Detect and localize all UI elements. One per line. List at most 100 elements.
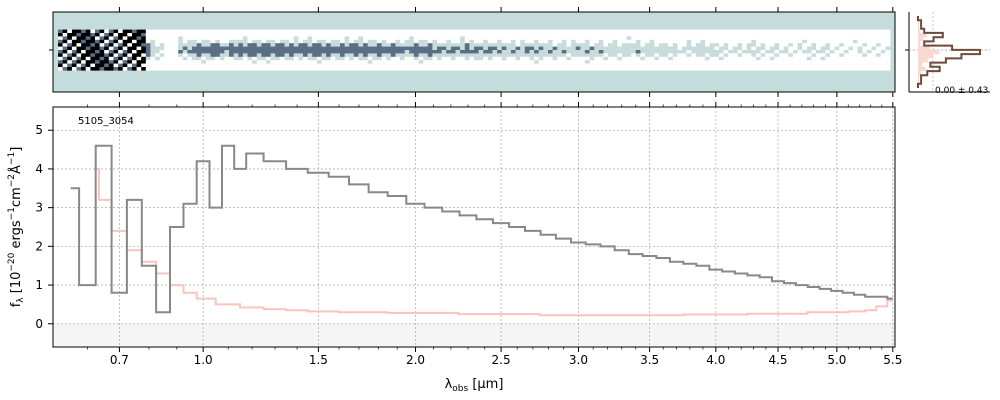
heatmap-cell [714, 50, 720, 54]
heatmap-cell [695, 53, 701, 57]
heatmap-cell [367, 46, 373, 51]
heatmap-cell [543, 43, 549, 47]
heatmap-cell [446, 53, 452, 57]
heatmap-cell [437, 60, 443, 64]
heatmap-cell [520, 43, 526, 47]
heatmap-cell [187, 33, 193, 37]
heatmap-cell [561, 67, 567, 71]
heatmap-cell [829, 36, 835, 40]
heatmap-cell [210, 50, 216, 54]
heatmap-cell [293, 36, 299, 40]
heatmap-cell [85, 46, 91, 51]
heatmap-cell [756, 60, 762, 64]
heatmap-cell [561, 36, 567, 40]
heatmap-cell [270, 39, 276, 44]
heatmap-cell [566, 63, 572, 68]
heatmap-cell [677, 53, 683, 57]
heatmap-cell [857, 36, 863, 40]
heatmap-cell [663, 39, 669, 44]
heatmap-cell [783, 67, 789, 71]
heatmap-cell [474, 67, 480, 71]
heatmap-cell [367, 39, 373, 44]
heatmap-cell [372, 67, 378, 71]
heatmap-cell [649, 43, 655, 47]
heatmap-cell [769, 56, 775, 61]
y-tick-label-1: 1 [35, 278, 43, 292]
heatmap-cell [483, 29, 489, 34]
heatmap-cell [413, 67, 419, 71]
heatmap-cell [266, 50, 272, 54]
heatmap-cell [598, 56, 604, 61]
heatmap-cell [312, 50, 318, 54]
heatmap-cell [723, 46, 729, 51]
heatmap-cell [242, 56, 248, 61]
heatmap-cell [829, 29, 835, 34]
heatmap-cell [612, 36, 618, 40]
heatmap-cell [219, 39, 225, 44]
heatmap-cell [168, 33, 174, 37]
heatmap-cell [608, 29, 614, 34]
heatmap-cell [344, 46, 350, 51]
heatmap-cell [446, 60, 452, 64]
heatmap-cell [719, 50, 725, 54]
heatmap-cell [732, 43, 738, 47]
heatmap-cell [164, 29, 170, 34]
heatmap-cell [150, 53, 156, 57]
heatmap-cell [275, 56, 281, 61]
heatmap-cell [658, 63, 664, 68]
heatmap-cell [728, 56, 734, 61]
heatmap-cell [612, 46, 618, 51]
heatmap-cell [816, 63, 822, 68]
heatmap-cell [691, 53, 697, 57]
heatmap-cell [658, 67, 664, 71]
heatmap-cell [640, 43, 646, 47]
heatmap-cell [751, 33, 757, 37]
heatmap-cell [885, 29, 891, 34]
heatmap-cell [113, 43, 119, 47]
heatmap-cell [806, 67, 812, 71]
heatmap-cell [71, 63, 77, 68]
heatmap-cell [335, 53, 341, 57]
heatmap-cell [658, 46, 664, 51]
heatmap-cell [303, 63, 309, 68]
heatmap-cell [834, 33, 840, 37]
heatmap-cell [427, 36, 433, 40]
heatmap-cell [862, 50, 868, 54]
heatmap-cell [256, 36, 262, 40]
heatmap-cell [686, 39, 692, 44]
heatmap-cell [658, 53, 664, 57]
heatmap-cell [145, 67, 151, 71]
heatmap-cell [677, 50, 683, 54]
heatmap-cell [538, 29, 544, 34]
heatmap-cell [386, 67, 392, 71]
heatmap-cell [256, 67, 262, 71]
heatmap-cell [132, 33, 138, 37]
heatmap-cell [404, 43, 410, 47]
heatmap-cell [150, 36, 156, 40]
heatmap-cell [811, 46, 817, 51]
heatmap-cell [321, 63, 327, 68]
heatmap-cell [386, 36, 392, 40]
heatmap-cell [279, 39, 285, 44]
heatmap-cell [307, 33, 313, 37]
heatmap-cell [515, 33, 521, 37]
heatmap-cell [159, 43, 165, 47]
heatmap-cell [136, 29, 142, 34]
heatmap-cell [307, 50, 313, 54]
heatmap-cell [418, 53, 424, 57]
heatmap-cell [876, 46, 882, 51]
heatmap-cell [779, 46, 785, 51]
heatmap-cell [705, 56, 711, 61]
heatmap-cell [381, 53, 387, 57]
heatmap-cell [834, 53, 840, 57]
heatmap-cell [71, 56, 77, 61]
heatmap-cell [390, 50, 396, 54]
heatmap-cell [520, 29, 526, 34]
heatmap-cell [201, 29, 207, 34]
heatmap-cell [376, 39, 382, 44]
heatmap-cell [469, 36, 475, 40]
heatmap-cell [90, 43, 96, 47]
heatmap-cell [760, 46, 766, 51]
heatmap-cell [279, 60, 285, 64]
heatmap-cell [640, 39, 646, 44]
